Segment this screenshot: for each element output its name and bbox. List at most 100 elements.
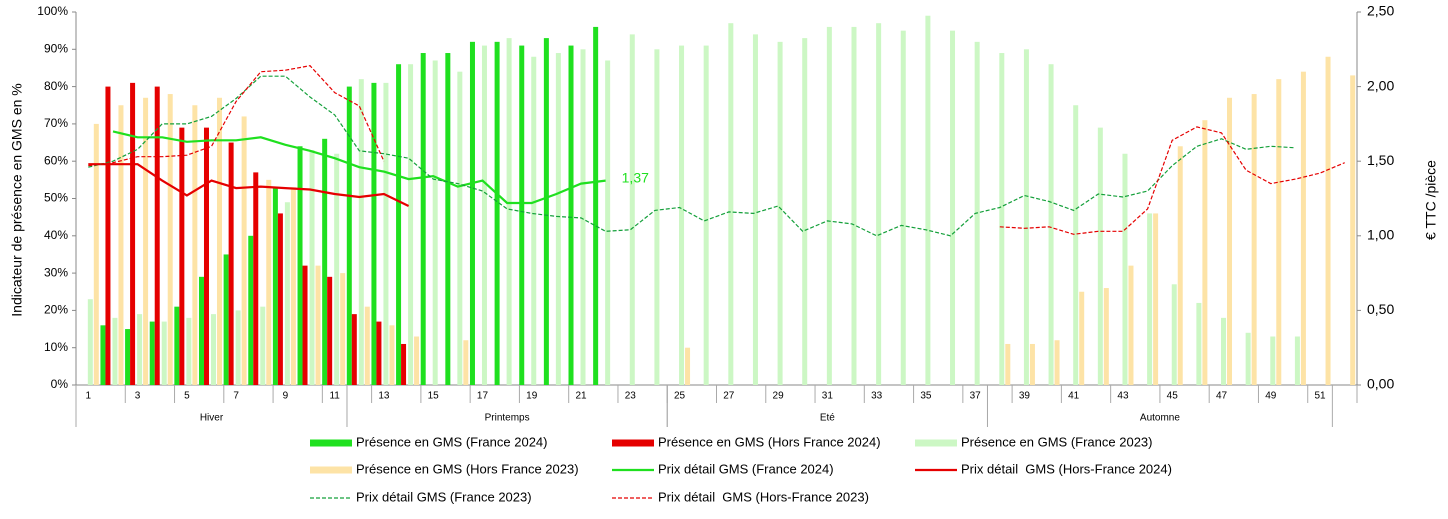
bar bbox=[340, 273, 346, 385]
bar bbox=[389, 325, 395, 385]
bar bbox=[420, 53, 426, 385]
y-tick-label: 10% bbox=[44, 340, 68, 354]
bar bbox=[154, 86, 160, 385]
bar bbox=[105, 86, 111, 385]
bar bbox=[149, 321, 155, 385]
bar bbox=[125, 329, 131, 385]
y2-axis-title: € TTC /pièce bbox=[1423, 160, 1439, 240]
bar bbox=[179, 127, 185, 385]
bar bbox=[414, 336, 420, 385]
bar bbox=[315, 265, 321, 385]
x-tick-label: 51 bbox=[1314, 391, 1326, 402]
legend-label: Présence en GMS (France 2023) bbox=[961, 434, 1152, 449]
bar bbox=[235, 310, 241, 385]
x-tick-label: 41 bbox=[1068, 391, 1080, 402]
x-tick-label: 3 bbox=[135, 391, 141, 402]
bar bbox=[1147, 213, 1153, 385]
y-tick-label: 30% bbox=[44, 265, 68, 279]
bar bbox=[519, 45, 525, 385]
y-tick-label: 0% bbox=[51, 377, 69, 391]
y-tick-label: 90% bbox=[44, 41, 68, 55]
bar bbox=[685, 347, 691, 385]
bar bbox=[1245, 332, 1251, 385]
line-series bbox=[88, 65, 1345, 235]
bar bbox=[777, 41, 783, 386]
bar bbox=[401, 343, 407, 385]
group-label: Automne bbox=[1140, 413, 1180, 424]
bar bbox=[728, 23, 734, 385]
group-label: Hiver bbox=[200, 413, 224, 424]
bar bbox=[1177, 146, 1183, 385]
bar bbox=[223, 254, 229, 385]
x-tick-label: 47 bbox=[1216, 391, 1228, 402]
x-tick-label: 27 bbox=[723, 391, 735, 402]
bar bbox=[851, 26, 857, 385]
y2-tick-label: 2,50 bbox=[1367, 3, 1394, 19]
x-tick-label: 37 bbox=[970, 391, 982, 402]
bar bbox=[351, 314, 357, 385]
bar bbox=[1300, 71, 1306, 386]
y-tick-label: 80% bbox=[44, 79, 68, 93]
x-tick-label: 25 bbox=[674, 391, 686, 402]
legend-label: Prix détail GMS (Hors-France 2024) bbox=[961, 461, 1172, 476]
bar bbox=[1153, 213, 1159, 385]
bar bbox=[167, 94, 173, 385]
bar bbox=[679, 45, 685, 385]
x-tick-label: 31 bbox=[822, 391, 834, 402]
y2-tick-label: 1,00 bbox=[1367, 227, 1394, 243]
bar bbox=[266, 179, 272, 385]
bar bbox=[186, 317, 192, 385]
bar bbox=[203, 127, 209, 385]
bar bbox=[463, 340, 469, 385]
bar bbox=[654, 49, 660, 386]
bar bbox=[752, 34, 758, 385]
group-label: Printemps bbox=[485, 413, 530, 424]
bar bbox=[322, 138, 328, 385]
x-tick-label: 39 bbox=[1019, 391, 1031, 402]
bar bbox=[1023, 49, 1029, 386]
x-tick-label: 7 bbox=[233, 391, 239, 402]
bar bbox=[481, 45, 487, 385]
bar bbox=[826, 26, 832, 385]
y-tick-label: 20% bbox=[44, 303, 68, 317]
group-label: Eté bbox=[820, 413, 835, 424]
x-tick-label: 5 bbox=[184, 391, 190, 402]
bar bbox=[302, 265, 308, 385]
legend-label: Prix détail GMS (France 2023) bbox=[356, 489, 532, 504]
x-tick-label: 11 bbox=[329, 391, 340, 402]
bar bbox=[1270, 336, 1276, 385]
bar bbox=[334, 153, 340, 385]
x-tick-label: 17 bbox=[477, 391, 489, 402]
bar bbox=[253, 172, 259, 385]
y2-tick-label: 0,50 bbox=[1367, 301, 1394, 317]
bar bbox=[100, 325, 106, 385]
bar bbox=[925, 15, 931, 385]
bar bbox=[272, 187, 278, 385]
bar bbox=[457, 71, 463, 386]
x-tick-label: 1 bbox=[86, 391, 92, 402]
bar bbox=[555, 53, 561, 385]
bar bbox=[1325, 56, 1331, 385]
bar bbox=[1276, 79, 1282, 385]
bar bbox=[1294, 336, 1300, 385]
legend-label: Présence en GMS (Hors France 2024) bbox=[658, 434, 881, 449]
bar bbox=[192, 105, 198, 385]
bar bbox=[802, 38, 808, 386]
x-tick-label: 43 bbox=[1117, 391, 1129, 402]
bar bbox=[309, 150, 315, 385]
x-tick-label: 29 bbox=[773, 391, 785, 402]
bar bbox=[1122, 153, 1128, 385]
x-tick-label: 23 bbox=[625, 391, 637, 402]
bar bbox=[1103, 288, 1109, 385]
x-tick-label: 9 bbox=[283, 391, 289, 402]
bar bbox=[396, 64, 402, 385]
y-axis-title: Indicateur de présence en GMS en % bbox=[9, 83, 25, 316]
y-tick-label: 50% bbox=[44, 191, 68, 205]
legend-label: Prix détail GMS (France 2024) bbox=[658, 461, 834, 476]
y2-tick-label: 1,50 bbox=[1367, 152, 1394, 168]
bar bbox=[118, 105, 124, 385]
bar bbox=[469, 41, 475, 386]
bar bbox=[950, 30, 956, 386]
bar bbox=[143, 97, 149, 385]
